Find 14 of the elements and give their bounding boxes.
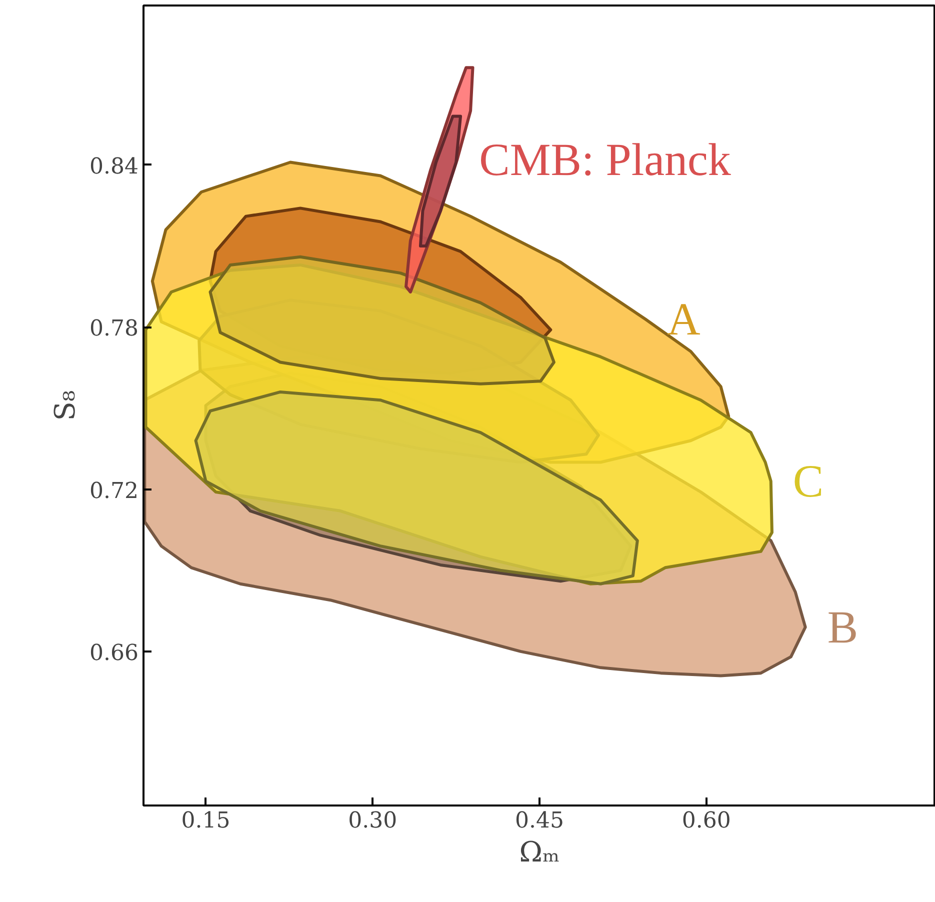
series-label: C <box>792 456 824 507</box>
x-tick-label: 0.15 <box>181 808 230 834</box>
series-label: CMB: Planck <box>479 134 731 186</box>
y-axis-title: S₈ <box>48 390 82 421</box>
y-tick-label: 0.72 <box>90 478 138 504</box>
y-tick-label: 0.84 <box>90 154 138 180</box>
x-axis-title: Ωₘ <box>519 836 560 868</box>
series-label: A <box>667 294 700 345</box>
series-label: B <box>827 602 858 653</box>
x-tick-label: 0.45 <box>515 808 564 834</box>
y-tick-label: 0.78 <box>90 316 138 342</box>
x-tick-label: 0.30 <box>348 808 398 834</box>
y-tick-label: 0.66 <box>90 640 138 666</box>
x-tick-label: 0.60 <box>682 808 731 834</box>
